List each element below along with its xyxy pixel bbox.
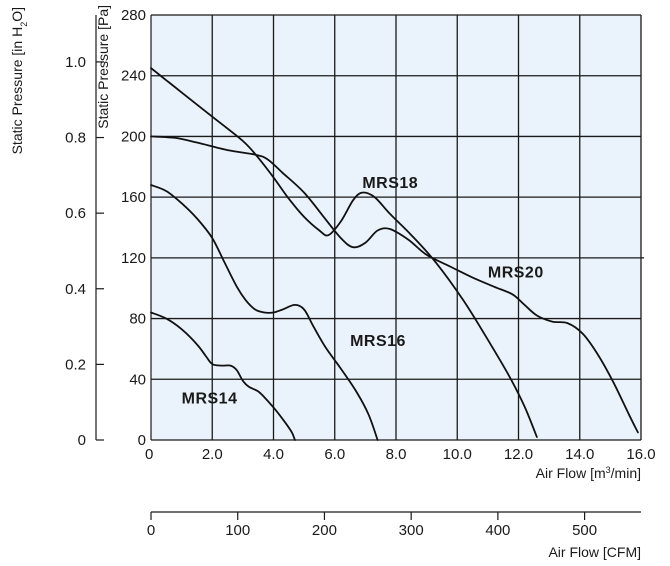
x2-tick-label: 100 — [225, 522, 250, 539]
x-tick-label: 14.0 — [565, 446, 594, 463]
x-tick-label: 2.0 — [202, 446, 223, 463]
y-axis-title: Static Pressure [Pa] — [95, 5, 111, 129]
x2-tick-label: 200 — [312, 522, 337, 539]
y-tick-label: 120 — [121, 250, 146, 267]
axes — [95, 15, 641, 520]
y2-tick-label: 0.4 — [65, 281, 86, 298]
x2-tick-label: 400 — [485, 522, 510, 539]
y-tick-label: 240 — [121, 68, 146, 85]
x-tick-label: 10.0 — [443, 446, 472, 463]
series-labels: MRS14 MRS16 MRS18 MRS20 — [182, 175, 544, 408]
y2-tick-label: 1.0 — [65, 54, 86, 71]
x-axis-title: Air Flow [m3/min] — [536, 465, 641, 481]
x2-tick-label: 300 — [399, 522, 424, 539]
y-tick-label: 80 — [129, 311, 146, 328]
y-tick-label: 40 — [129, 371, 146, 388]
axis-titles: Air Flow [m3/min] Air Flow [CFM] Static Pr… — [9, 5, 641, 560]
curve-mrs14 — [150, 311, 296, 441]
grid-lines — [151, 14, 644, 440]
y-tick-label: 200 — [121, 128, 146, 145]
y2-axis-title: Static Pressure [in H2O] — [9, 7, 29, 154]
x2-tick-label: 0 — [147, 522, 155, 539]
y-tick-label: 280 — [121, 7, 146, 24]
y-tick-label: 0 — [138, 432, 146, 449]
y2-tick-label: 0.8 — [65, 130, 86, 147]
series-label-mrs20: MRS20 — [488, 265, 544, 282]
x-tick-label: 4.0 — [263, 446, 284, 463]
x-tick-label: 12.0 — [504, 446, 533, 463]
x-tick-label: 6.0 — [324, 446, 345, 463]
curve-mrs18 — [150, 67, 538, 438]
y-tick-label: 160 — [121, 189, 146, 206]
series-curves — [150, 67, 639, 441]
curve-mrs16 — [150, 184, 379, 441]
series-label-mrs16: MRS16 — [350, 333, 406, 350]
x-tick-label: 0 — [145, 446, 153, 463]
series-label-mrs18: MRS18 — [362, 175, 418, 192]
x-tick-label: 8.0 — [386, 446, 407, 463]
x2-tick-label: 500 — [572, 522, 597, 539]
tick-labels: 0 2.0 4.0 6.0 8.0 10.0 12.0 14.0 16.0 0 40 80 120 160… — [65, 7, 655, 539]
series-label-mrs14: MRS14 — [182, 391, 238, 408]
curve-mrs20 — [150, 135, 639, 434]
x-tick-label: 16.0 — [626, 446, 655, 463]
y2-tick-label: 0 — [78, 432, 86, 449]
x2-axis-title: Air Flow [CFM] — [548, 544, 641, 560]
y2-tick-label: 0.6 — [65, 205, 86, 222]
y2-tick-label: 0.2 — [65, 356, 86, 373]
